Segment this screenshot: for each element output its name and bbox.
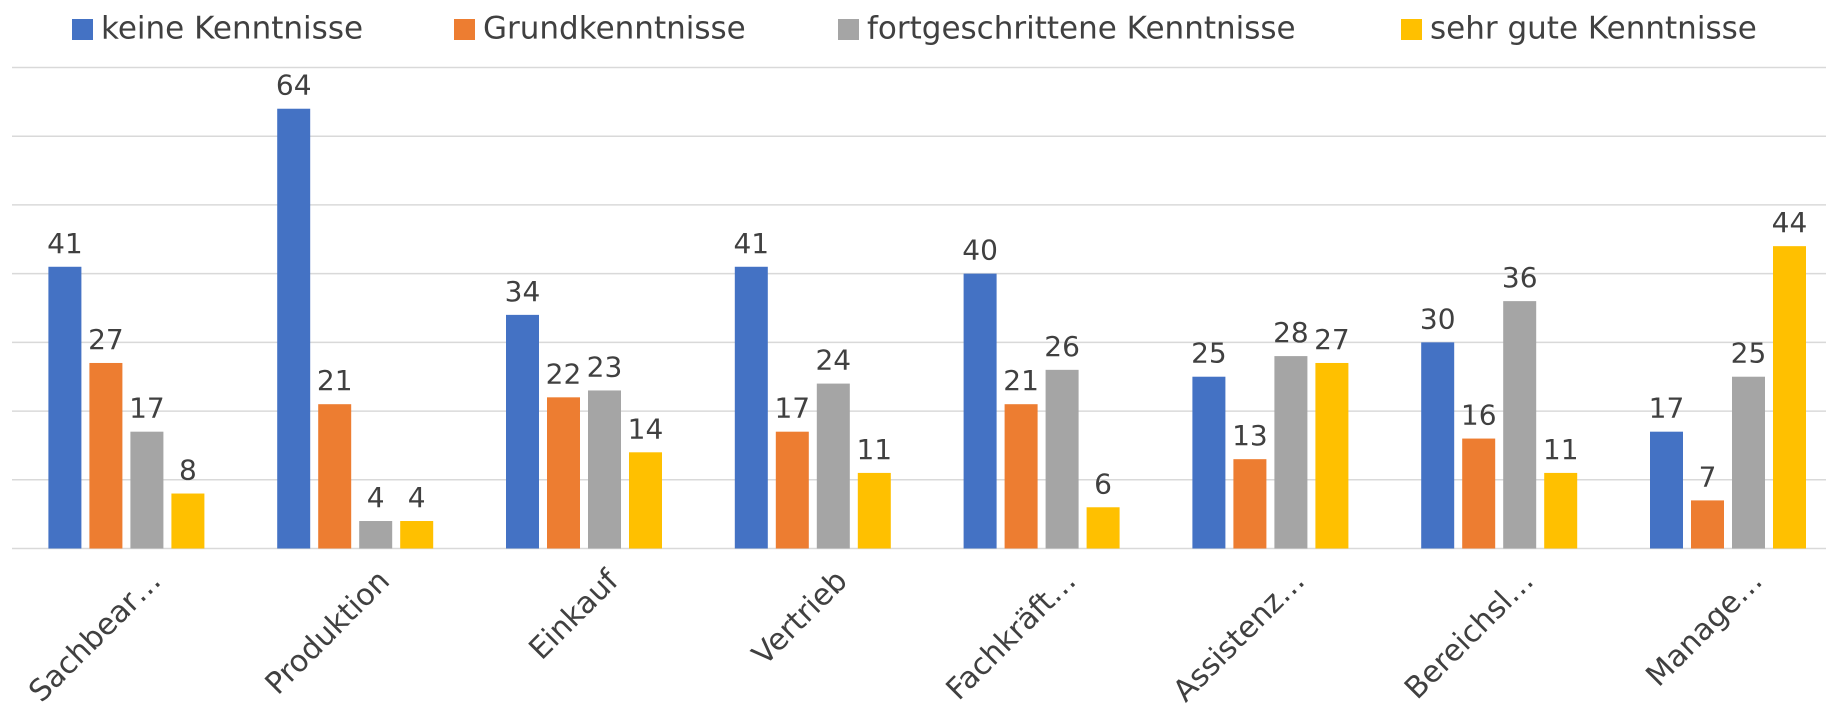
x-tick-label: Manage… bbox=[1639, 563, 1769, 693]
bar bbox=[857, 472, 891, 549]
bar bbox=[400, 521, 434, 549]
bar bbox=[734, 266, 768, 549]
data-label: 26 bbox=[1044, 330, 1080, 363]
legend-swatch bbox=[1401, 19, 1422, 40]
bar bbox=[506, 314, 539, 549]
bar bbox=[1544, 472, 1578, 549]
bar bbox=[1773, 246, 1806, 549]
bar bbox=[1233, 459, 1267, 549]
data-label: 17 bbox=[1649, 392, 1685, 425]
data-label: 41 bbox=[733, 227, 769, 260]
bar bbox=[1421, 342, 1455, 549]
bar bbox=[130, 431, 164, 549]
bar bbox=[547, 397, 580, 549]
data-label: 17 bbox=[774, 392, 810, 425]
data-label: 30 bbox=[1420, 302, 1456, 335]
x-tick-label: Assistenz… bbox=[1167, 563, 1312, 708]
data-label: 24 bbox=[815, 344, 851, 377]
legend-label: Grundkenntnisse bbox=[483, 11, 746, 47]
data-label: 36 bbox=[1502, 261, 1538, 294]
bar bbox=[629, 452, 662, 549]
bar bbox=[1045, 369, 1079, 549]
data-label: 25 bbox=[1731, 337, 1767, 370]
data-label: 11 bbox=[1543, 433, 1579, 466]
data-label: 4 bbox=[408, 481, 426, 514]
data-label: 11 bbox=[856, 433, 892, 466]
bar bbox=[1503, 301, 1537, 549]
data-label: 27 bbox=[1314, 323, 1350, 356]
x-tick-label: Fachkräft… bbox=[940, 563, 1084, 707]
bar bbox=[1462, 438, 1496, 549]
data-label: 21 bbox=[1003, 364, 1039, 397]
bar bbox=[1192, 376, 1226, 549]
data-label: 64 bbox=[276, 69, 312, 102]
bar bbox=[171, 493, 205, 549]
data-label: 41 bbox=[47, 227, 83, 260]
data-label: 22 bbox=[546, 357, 582, 390]
x-tick-label: Produktion bbox=[259, 563, 397, 701]
bar bbox=[816, 383, 850, 549]
x-tick-label: Sachbear… bbox=[22, 563, 168, 709]
legend-label: fortgeschrittene Kenntnisse bbox=[867, 11, 1296, 47]
legend-swatch bbox=[72, 19, 93, 40]
legend-label: keine Kenntnisse bbox=[101, 11, 363, 47]
bar bbox=[1086, 507, 1120, 549]
data-label: 13 bbox=[1232, 419, 1268, 452]
data-label: 16 bbox=[1461, 399, 1497, 432]
bar bbox=[1315, 362, 1349, 549]
data-label: 17 bbox=[129, 392, 165, 425]
data-label: 6 bbox=[1094, 467, 1112, 500]
bar bbox=[588, 390, 621, 549]
bar bbox=[359, 521, 393, 549]
data-label: 7 bbox=[1699, 460, 1717, 493]
bar bbox=[1732, 376, 1765, 549]
bar bbox=[318, 404, 352, 549]
data-label: 25 bbox=[1191, 337, 1227, 370]
bar bbox=[1274, 356, 1308, 549]
legend-swatch bbox=[838, 19, 859, 40]
bar bbox=[1691, 500, 1724, 549]
x-tick-label: Vertrieb bbox=[746, 563, 855, 672]
data-label: 8 bbox=[179, 454, 197, 487]
data-label: 28 bbox=[1273, 316, 1309, 349]
bar bbox=[963, 273, 997, 549]
data-label: 4 bbox=[367, 481, 385, 514]
bar bbox=[1004, 404, 1038, 549]
data-label: 34 bbox=[505, 275, 541, 308]
data-label: 27 bbox=[88, 323, 124, 356]
legend-label: sehr gute Kenntnisse bbox=[1430, 11, 1757, 47]
bar bbox=[48, 266, 82, 549]
bar bbox=[1650, 431, 1683, 549]
legend-swatch bbox=[454, 19, 475, 40]
x-tick-label: Bereichsl… bbox=[1398, 563, 1541, 706]
x-tick-label: Einkauf bbox=[522, 562, 626, 666]
data-label: 21 bbox=[317, 364, 353, 397]
data-label: 14 bbox=[628, 412, 664, 445]
bar bbox=[277, 108, 311, 549]
data-label: 44 bbox=[1772, 206, 1808, 239]
bar bbox=[775, 431, 809, 549]
data-label: 40 bbox=[962, 234, 998, 267]
bar bbox=[89, 362, 123, 549]
data-label: 23 bbox=[587, 350, 623, 383]
